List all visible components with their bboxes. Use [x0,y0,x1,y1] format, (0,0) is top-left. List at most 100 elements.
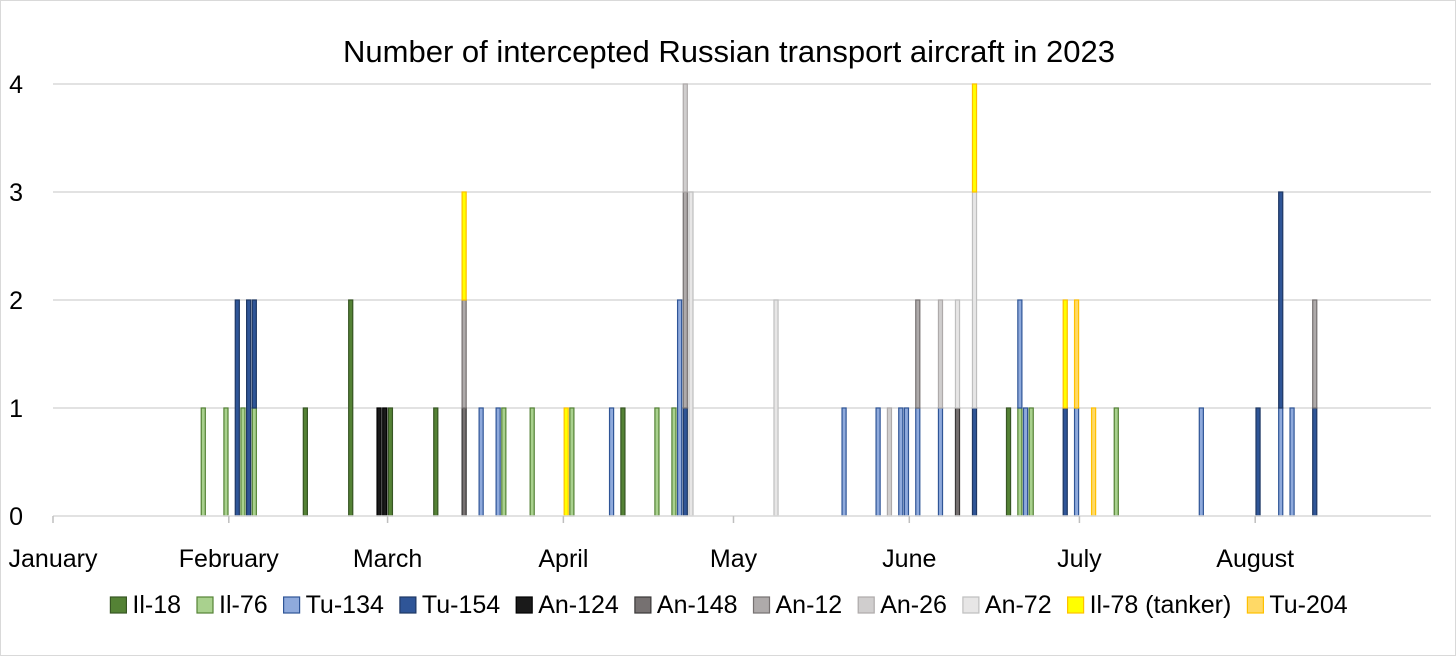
bar-il-18 [348,299,354,517]
bar-tu-134 [495,407,501,517]
bar-il-18 [1005,407,1012,517]
legend-swatch [1246,596,1265,614]
legend-swatch [109,596,128,614]
bar-tu-204 [1073,299,1080,409]
bar-an-26 [937,299,944,409]
legend-swatch [196,596,214,614]
bar-an-72 [971,191,978,409]
x-tick-label: April [538,545,588,573]
legend-swatch [283,596,301,614]
legend-swatch [752,596,771,614]
legend-item: Il-18 [109,591,181,619]
legend-label: An-26 [880,591,947,619]
legend-label: An-124 [538,591,619,619]
bar-tu-134 [903,407,910,517]
bar-il-76 [569,407,575,517]
bar-tu-204 [1090,407,1097,517]
legend-label: Tu-204 [1269,591,1347,619]
bar-an-124 [382,407,388,517]
bar-an-12 [915,299,921,409]
x-tick-label: August [1216,545,1294,573]
bar-il-76 [1028,407,1034,517]
legend-label: An-72 [985,591,1052,619]
bar-an-72 [954,299,961,409]
legend-label: An-148 [657,591,738,619]
legend-label: Il-18 [132,591,181,619]
bar-tu-154 [1255,407,1261,517]
legend-item: Tu-204 [1246,591,1348,619]
legend-item: An-124 [515,591,619,619]
bar-an-12 [682,191,688,409]
bar-an-148 [954,407,961,517]
bar-tu-134 [478,407,484,517]
x-tick-label: July [1057,545,1102,573]
bar-il-76 [671,407,677,517]
bar-tu-134 [676,299,683,517]
gridlines [53,83,1431,409]
bar-il-76 [223,407,229,517]
legend-swatch [515,596,533,614]
bar-tu-154 [1062,407,1068,517]
x-axis: January February March April May June July Augu… [9,515,1431,573]
chart-title: Number of intercepted Russian transport … [343,34,1115,69]
bar-an-148 [461,407,467,517]
x-tick-label: May [710,545,758,573]
bar-tu-134 [608,407,615,517]
x-tick-label: February [179,545,280,573]
bar-an-26 [886,407,893,517]
bar-tu-134 [1022,407,1029,517]
bar-tu-154 [251,299,257,409]
legend-swatch [1066,596,1085,614]
bar-il-78-tanker [461,191,467,301]
bar-tu-154 [234,299,240,517]
bar-tu-134 [915,407,921,517]
bar-tu-134 [1278,407,1284,517]
bar-tu-134 [1289,407,1295,517]
legend-item: Tu-134 [283,591,384,619]
bar-il-18 [620,407,626,517]
legend-label: Il-76 [219,591,268,619]
legend-item: An-26 [857,591,947,619]
x-tick-label: January [9,545,98,573]
legend-item: Il-76 [196,591,268,619]
bar-il-18 [302,407,308,517]
y-tick-label: 3 [9,179,23,207]
bar-il-76 [240,407,246,517]
bar-il-76 [251,407,257,517]
bar-tu-154 [1312,407,1318,517]
legend-item: An-12 [752,591,843,619]
legend-swatch [857,596,875,614]
bar-il-76 [1113,407,1119,517]
bar-tu-134 [1073,407,1080,517]
y-tick-label: 4 [9,71,23,99]
bars [200,83,1318,517]
bar-an-72 [773,299,779,517]
bar-tu-134 [898,407,904,517]
bar-il-76 [501,407,507,517]
y-axis: 0 1 2 3 4 [9,71,23,531]
legend-label: Il-78 (tanker) [1090,591,1232,619]
y-tick-label: 1 [9,395,23,423]
x-tick-label: March [353,545,422,573]
y-tick-label: 0 [9,503,23,531]
legend-label: Tu-134 [306,591,384,619]
bar-il-18 [433,407,439,517]
bar-tu-154 [1278,191,1284,409]
legend-item: An-148 [634,591,738,619]
bar-il-78-tanker [1062,299,1068,409]
bar-il-76 [1017,407,1023,517]
bar-il-78-tanker [971,83,978,193]
bar-il-76 [200,407,206,517]
legend-swatch [634,596,652,614]
legend-label: An-12 [776,591,843,619]
bar-il-76 [654,407,660,517]
bar-an-72 [688,191,694,517]
bar-il-76 [529,407,535,517]
y-tick-label: 2 [9,287,23,315]
legend-swatch [399,596,417,614]
legend: Il-18 Il-76 Tu-134 Tu-154 An-124 An-148 An-12 A… [109,591,1348,619]
bar-tu-154 [682,407,688,517]
legend-item: Il-78 (tanker) [1066,591,1232,619]
